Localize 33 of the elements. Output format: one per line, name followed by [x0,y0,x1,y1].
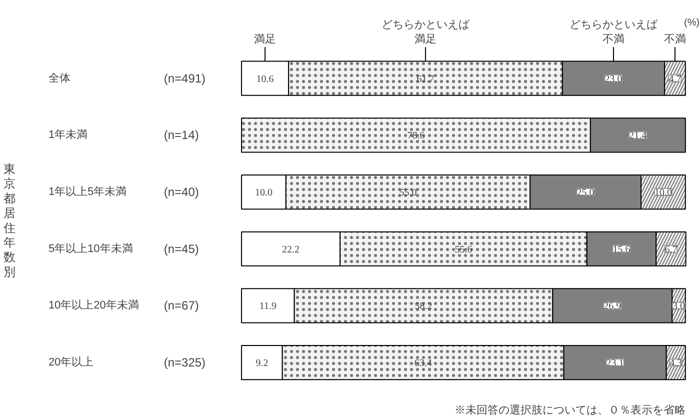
data-label: 21.4 [629,130,647,142]
series-label: どちらかといえば満足 [382,19,471,46]
data-label: 25.0 [576,188,594,199]
text: ※未回答の選択肢については、０％表示を省略 [454,404,686,417]
category-label: 全体 (n=491) [48,71,206,86]
data-label: 4.7 [668,74,682,85]
data-label: 55.0 [399,188,417,199]
data-label: 23.1 [606,358,624,370]
category-label: 1年以上5年未満 (n=40) [48,185,199,200]
data-label: 10.6 [256,74,274,85]
series-label: 満足 [254,32,276,46]
data-label: 78.6 [407,130,425,142]
series-label: 不満 [664,32,686,46]
data-label: 10.0 [654,188,672,199]
data-label: 6.7 [664,244,678,256]
data-label: 9.2 [256,358,268,370]
text: 東京都居住年数別 [2,162,16,279]
category-label: 10年以上20年未満 (n=67) [48,298,199,313]
data-label: 10.0 [254,188,272,199]
data-label: 63.4 [414,358,432,370]
series-label: どちらかといえば不満 [570,19,658,46]
data-label: 4.3 [670,358,682,370]
data-label: 61.7 [416,74,434,85]
category-label: 5年以上10年未満 (n=45) [48,242,199,256]
data-label: 11.9 [259,301,277,312]
data-label: 3.0 [672,301,685,312]
data-label: 55.6 [454,244,472,256]
category-label: 20年以上 (n=325) [48,356,206,370]
data-label: 26.9 [604,301,622,312]
data-label: 58.2 [414,301,432,312]
data-label: 22.2 [282,244,300,256]
category-label: 1年未満 (n=14) [48,128,199,142]
text: (%) [684,17,700,28]
